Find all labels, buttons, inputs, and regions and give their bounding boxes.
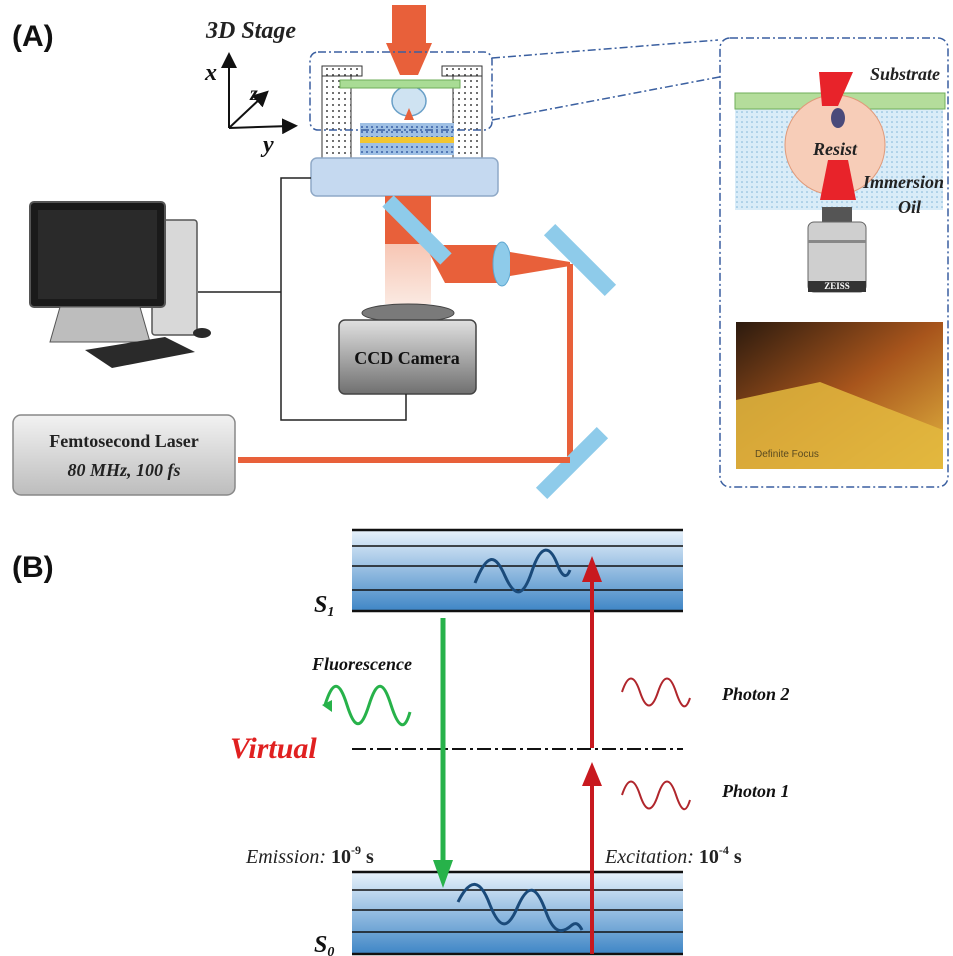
focal-voxel xyxy=(831,108,845,128)
photo-caption: Definite Focus xyxy=(755,449,819,460)
photon-2-wave xyxy=(621,677,691,708)
laser-name: Femtosecond Laser xyxy=(49,431,198,451)
oil-label: Oil xyxy=(898,197,921,217)
resist-label: Resist xyxy=(812,139,858,159)
zoom-line-bottom xyxy=(491,74,731,121)
dichroic-mirror xyxy=(382,195,452,265)
photon-2-label: Photon 2 xyxy=(721,684,790,704)
lens xyxy=(492,241,512,287)
laser-box xyxy=(12,414,236,496)
zoom-box xyxy=(309,51,493,131)
immersion-label: Immersion xyxy=(862,172,944,192)
fluorescence-wave-tip xyxy=(322,700,332,712)
photo-foreground xyxy=(736,382,943,469)
camera-label: CCD Camera xyxy=(354,348,459,368)
lens-brand: ZEISS xyxy=(824,281,850,291)
zoom-line-top xyxy=(491,39,719,59)
computer xyxy=(29,201,211,368)
focus-cone-bottom xyxy=(820,160,856,200)
stage-title: 3D Stage xyxy=(205,18,296,44)
axis-y-label: y xyxy=(260,132,274,158)
lower-mirror xyxy=(535,426,609,500)
excitation-arrow-2-head xyxy=(582,556,602,582)
s0-label: S0 xyxy=(314,932,334,956)
axis-x-label: x xyxy=(204,60,217,86)
fluorescence-wave xyxy=(323,684,412,727)
emission-arrow-head xyxy=(433,860,453,888)
ccd-camera xyxy=(338,319,477,395)
s1-band xyxy=(352,528,683,613)
substrate-label: Substrate xyxy=(870,64,940,84)
axes-diagram xyxy=(221,52,298,135)
laser-spec: 80 MHz, 100 fs xyxy=(67,460,180,480)
s0-relaxation-wave xyxy=(456,882,584,933)
pale-beam xyxy=(385,244,431,304)
upper-mirror xyxy=(543,223,617,297)
focused-beam xyxy=(510,252,570,276)
laser-beam xyxy=(238,457,570,463)
top-beam xyxy=(392,5,426,43)
s1-label: S1 xyxy=(314,592,334,620)
fluorescence-label: Fluorescence xyxy=(311,654,412,674)
top-objective xyxy=(386,43,432,75)
photon-1-label: Photon 1 xyxy=(721,781,790,801)
focus-spot xyxy=(404,108,414,120)
return-beam xyxy=(567,264,573,458)
panel-b-label: (B) xyxy=(12,551,54,584)
wiring xyxy=(198,177,407,421)
panel-a-label: (A) xyxy=(12,20,54,53)
photon-1-wave xyxy=(621,780,691,811)
excitation-arrow-1-head xyxy=(582,762,602,786)
stage-holder xyxy=(310,65,499,197)
excitation-time: Excitation: 10-4 s xyxy=(604,843,742,868)
objective-lens xyxy=(807,207,867,293)
emission-time: Emission: 10-9 s xyxy=(245,843,374,868)
virtual-label: Virtual xyxy=(230,732,317,765)
s1-relaxation-wave xyxy=(473,548,572,594)
axis-z-label: z xyxy=(249,83,258,105)
focus-cone-top xyxy=(819,72,853,106)
s0-band xyxy=(352,870,683,956)
